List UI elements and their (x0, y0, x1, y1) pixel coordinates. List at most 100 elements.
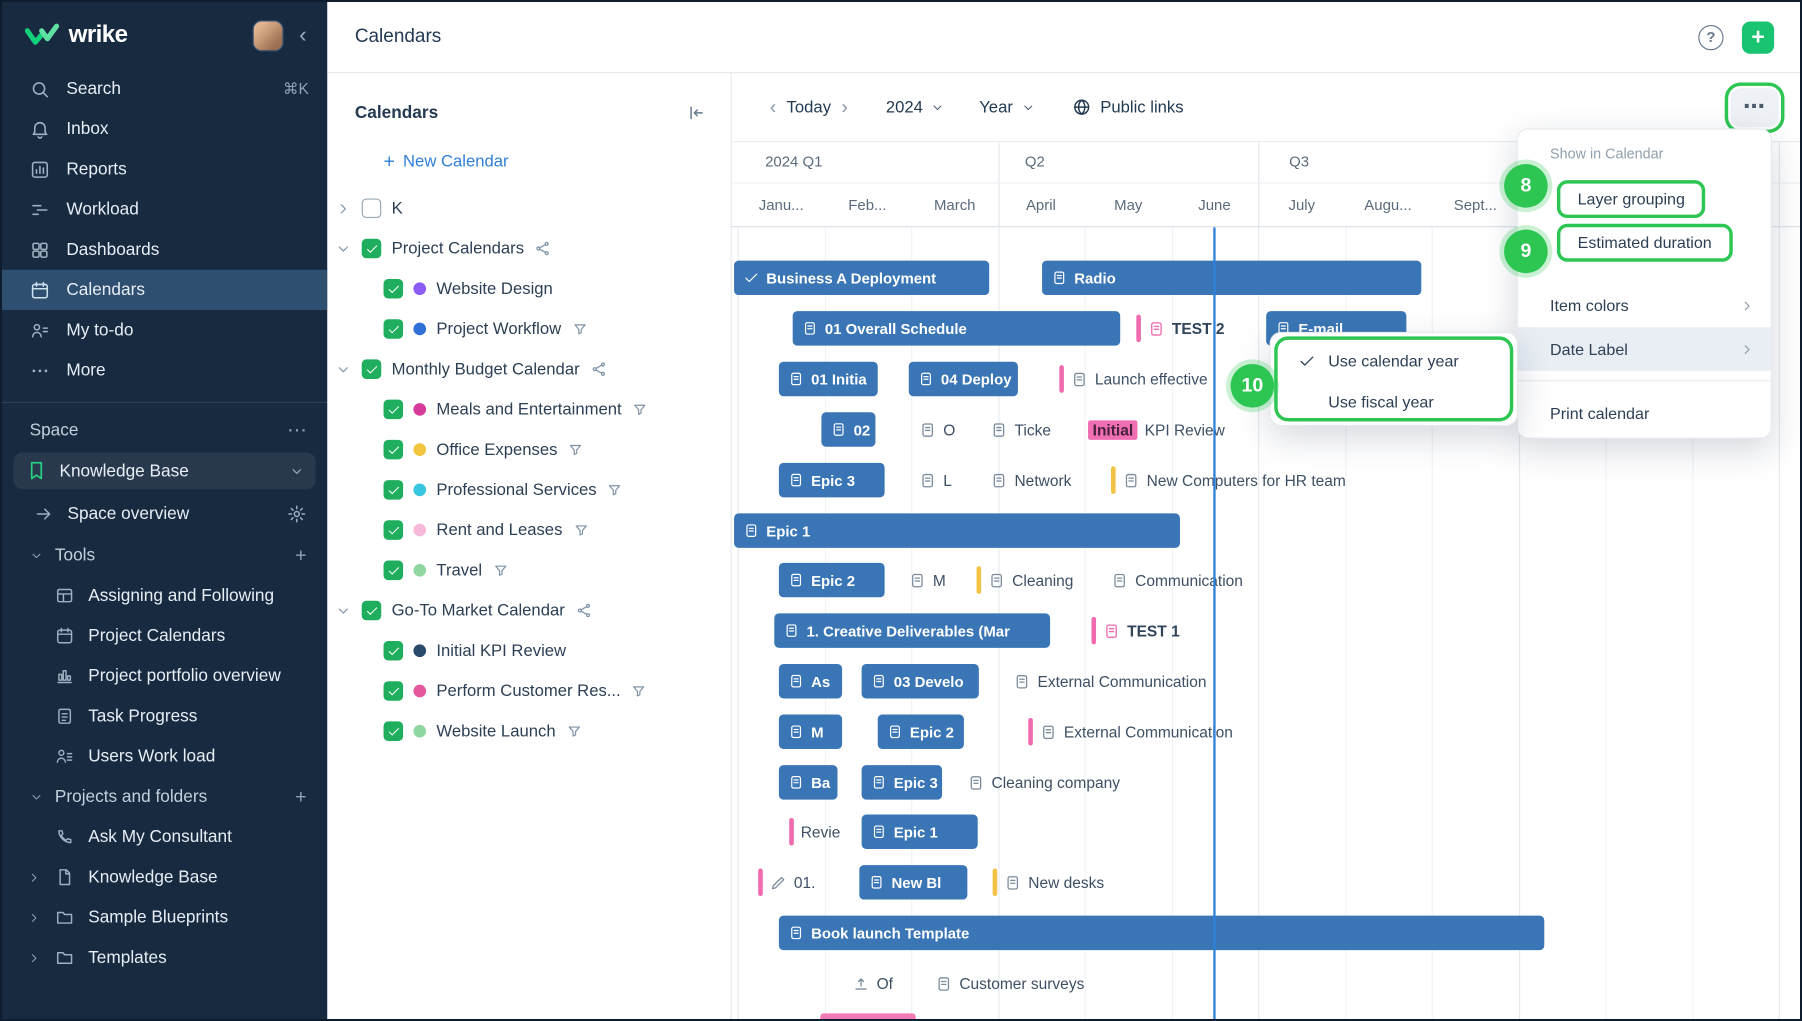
menu-item-estimated-duration[interactable]: Estimated duration (1556, 223, 1733, 262)
sidebar-item-templates[interactable]: Templates (2, 937, 327, 977)
filter-icon[interactable] (632, 401, 648, 417)
sidebar-item-dashboards[interactable]: Dashboards (2, 230, 327, 270)
filter-icon[interactable] (607, 482, 623, 498)
sidebar-item-workload[interactable]: Workload (2, 189, 327, 229)
help-button[interactable]: ? (1698, 24, 1724, 50)
checkbox[interactable] (361, 600, 382, 621)
checkbox[interactable] (383, 439, 404, 460)
calendar-tree-item-project-workflow[interactable]: Project Workflow (327, 309, 730, 349)
space-overview-item[interactable]: Space overview (2, 492, 327, 536)
checkbox[interactable] (383, 399, 404, 420)
year-select[interactable]: 2024 (886, 98, 945, 116)
timeline-bar-as[interactable]: As (778, 663, 843, 699)
timeline-item-customer-surveys[interactable]: Customer surveys (935, 966, 1084, 1000)
sidebar-item-more[interactable]: More (2, 350, 327, 390)
estimated-duration-highlight[interactable]: Estimated duration (1556, 223, 1733, 262)
timeline-item-ticke[interactable]: Ticke (990, 412, 1051, 446)
share-icon[interactable] (575, 602, 592, 619)
sidebar-item-my-to-do[interactable]: My to-do (2, 310, 327, 350)
user-avatar[interactable] (252, 19, 284, 51)
timeline-item-test-1[interactable]: TEST 1 (1091, 613, 1180, 647)
submenu-item-calendar-year[interactable]: Use calendar year (1271, 340, 1517, 381)
sidebar-item-sample-blueprints[interactable]: Sample Blueprints (2, 897, 327, 937)
calendar-tree-item-website-launch[interactable]: Website Launch (327, 711, 730, 751)
new-calendar-button[interactable]: + New Calendar (383, 150, 509, 173)
calendar-tree-item-meals-and-entertainment[interactable]: Meals and Entertainment (327, 389, 730, 429)
timeline-bar-02[interactable]: 02 (821, 412, 876, 447)
timeline-item-external-communication[interactable]: External Communication (1028, 715, 1233, 749)
prev-period-button[interactable]: ‹ (769, 95, 777, 118)
menu-item-layer-grouping[interactable]: Layer grouping (1556, 180, 1706, 219)
timeline-item-of[interactable]: Of (852, 966, 893, 1000)
timeline-item-external-communication[interactable]: External Communication (1013, 664, 1206, 698)
calendar-tree-item-professional-services[interactable]: Professional Services (327, 470, 730, 510)
layer-grouping-highlight[interactable]: Layer grouping (1556, 180, 1706, 219)
zoom-select[interactable]: Year (979, 98, 1035, 116)
calendar-tree-item-initial-kpi-review[interactable]: Initial KPI Review (327, 631, 730, 671)
timeline-bar-ba[interactable]: Ba (778, 765, 838, 800)
projects-section-header[interactable]: Projects and folders + (2, 777, 327, 817)
checkbox[interactable] (361, 198, 382, 219)
public-links-button[interactable]: Public links (1072, 97, 1184, 117)
sidebar-item-ask-my-consultant[interactable]: Ask My Consultant (2, 817, 327, 857)
tools-section-header[interactable]: Tools + (2, 535, 327, 575)
checkbox[interactable] (361, 238, 382, 259)
space-selector[interactable]: Knowledge Base (13, 452, 316, 490)
timeline-item-01[interactable]: 01. (758, 865, 815, 899)
calendar-tree-item-travel[interactable]: Travel (327, 550, 730, 590)
timeline-bar-epic-3[interactable]: Epic 3 (861, 765, 943, 800)
checkbox[interactable] (383, 721, 404, 741)
today-button[interactable]: Today (786, 97, 832, 117)
menu-item-item-colors[interactable]: Item colors (1518, 284, 1771, 328)
chevron-down-icon[interactable] (335, 361, 351, 377)
checkbox[interactable] (383, 480, 404, 500)
sidebar-item-knowledge-base[interactable]: Knowledge Base (2, 857, 327, 897)
checkbox[interactable] (383, 560, 404, 581)
timeline-bar-new-bl[interactable]: New Bl (859, 865, 968, 900)
next-period-button[interactable]: › (841, 95, 848, 118)
calendar-tree-item-rent-and-leases[interactable]: Rent and Leases (327, 510, 730, 550)
timeline-item-test-2[interactable]: TEST 2 (1136, 311, 1225, 345)
timeline-bar-epic-3[interactable]: Epic 3 (778, 462, 885, 498)
calendar-tree-item-project-calendars[interactable]: Project Calendars (327, 228, 730, 268)
share-icon[interactable] (590, 361, 607, 378)
timeline-bar-epic-1[interactable]: Epic 1 (734, 513, 1180, 548)
sidebar-item-task-progress[interactable]: Task Progress (2, 696, 327, 736)
calendar-tree-item-perform-customer-res[interactable]: Perform Customer Res... (327, 671, 730, 711)
filter-icon[interactable] (573, 522, 589, 538)
sidebar-collapse-icon[interactable]: ‹ (299, 23, 307, 48)
timeline-partial-bar[interactable] (820, 1013, 916, 1019)
checkbox[interactable] (383, 681, 404, 701)
timeline-item-network[interactable]: Network (990, 463, 1071, 497)
timeline-bar-business-a-deployment[interactable]: Business A Deployment (734, 260, 990, 296)
chevron-down-icon[interactable] (335, 240, 351, 256)
timeline-item-launch-effective[interactable]: Launch effective (1059, 362, 1208, 396)
checkbox[interactable] (383, 278, 404, 299)
sidebar-item-users-work-load[interactable]: Users Work load (2, 736, 327, 776)
timeline-bar-book-launch-template[interactable]: Book launch Template (778, 915, 1545, 951)
checkbox[interactable] (361, 359, 382, 379)
chevron-right-icon[interactable] (335, 200, 351, 216)
calendar-tree-item-go-to-market-calendar[interactable]: Go-To Market Calendar (327, 590, 730, 630)
timeline-bar-01-overall-schedule[interactable]: 01 Overall Schedule (792, 311, 1121, 346)
calendar-tree-item-k[interactable]: K (327, 188, 730, 228)
timeline-item-m[interactable]: M (909, 563, 946, 597)
chevron-down-icon[interactable] (335, 602, 351, 618)
sidebar-item-project-portfolio-overview[interactable]: Project portfolio overview (2, 656, 327, 696)
timeline-item-communication[interactable]: Communication (1111, 563, 1243, 597)
filter-icon[interactable] (566, 723, 582, 739)
filter-icon[interactable] (492, 562, 508, 578)
menu-item-date-label[interactable]: Date Label (1517, 327, 1771, 371)
timeline-item-l[interactable]: L (919, 463, 952, 497)
create-button[interactable]: + (1741, 20, 1775, 54)
checkbox[interactable] (383, 319, 404, 339)
timeline-item-new-computers-for-hr-team[interactable]: New Computers for HR team (1111, 463, 1346, 497)
sidebar-item-inbox[interactable]: Inbox (2, 109, 327, 149)
timeline-bar-epic-2[interactable]: Epic 2 (877, 714, 964, 750)
add-tool-icon[interactable]: + (295, 543, 307, 566)
timeline-bar-radio[interactable]: Radio (1042, 260, 1422, 296)
sidebar-item-project-calendars[interactable]: Project Calendars (2, 616, 327, 656)
gear-icon[interactable] (287, 504, 307, 524)
calendar-tree-item-website-design[interactable]: Website Design (327, 269, 730, 309)
timeline-item-initial-kpi-review[interactable]: Initial KPI Review (1088, 412, 1225, 446)
